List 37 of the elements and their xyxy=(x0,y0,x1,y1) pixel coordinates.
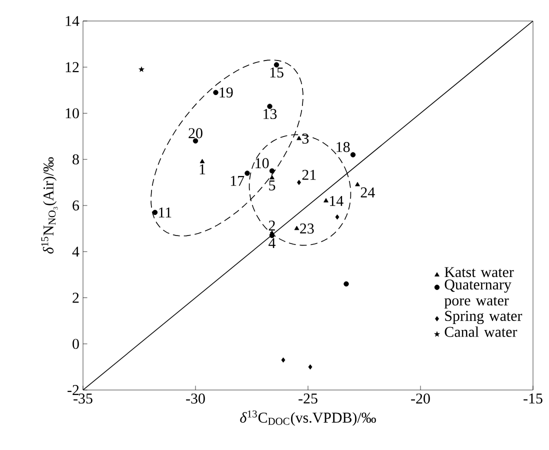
y-tick-label: 4 xyxy=(72,246,80,257)
annotation: 24 xyxy=(360,187,375,198)
y-tick-label: 12 xyxy=(66,62,79,72)
y-tick-label: 0 xyxy=(72,338,79,349)
y-tick-label: 10 xyxy=(66,108,79,118)
annotation: 3 xyxy=(302,134,309,144)
annotation: 21 xyxy=(302,170,316,180)
annotation: 19 xyxy=(220,87,233,98)
legend-label: Quaternary pore water xyxy=(444,280,512,309)
annotation: 17 xyxy=(230,176,244,186)
x-tick-label: -20 xyxy=(411,394,430,404)
annotation: 23 xyxy=(300,224,314,234)
legend-label: Katst water xyxy=(444,267,514,278)
annotation: 14 xyxy=(330,196,344,206)
legend-label: Canal water xyxy=(444,326,518,337)
x-tick-label: -30 xyxy=(186,394,205,404)
legend-label: Spring water xyxy=(445,310,522,324)
y-axis-title: δ$^{15}$N$_{NO₃}$(Air)/‰ xyxy=(41,157,58,254)
y-tick-label: 2 xyxy=(72,292,79,303)
annotation: 15 xyxy=(270,68,284,78)
annotation: 10 xyxy=(256,158,269,168)
annotation: 5 xyxy=(269,180,276,190)
annotation: 20 xyxy=(188,128,202,138)
annotation: 13 xyxy=(264,109,277,120)
x-tick-label: -25 xyxy=(298,394,318,404)
y-tick-label: -2 xyxy=(68,385,79,395)
annotation: 18 xyxy=(336,142,350,152)
x-tick-label: -35 xyxy=(74,394,92,404)
annotation: 4 xyxy=(268,238,276,248)
annotation: 2 xyxy=(268,220,275,230)
x-tick-label: -15 xyxy=(524,394,542,404)
y-tick-label: 8 xyxy=(72,154,79,164)
annotation: 11 xyxy=(159,207,172,218)
y-tick-label: 6 xyxy=(72,200,80,211)
annotation: 1 xyxy=(200,164,206,174)
x-axis-title: δ$^{13}$C$_{DOC}$(vs.VPDB)/‰ xyxy=(240,410,376,426)
y-tick-label: 14 xyxy=(66,16,80,26)
